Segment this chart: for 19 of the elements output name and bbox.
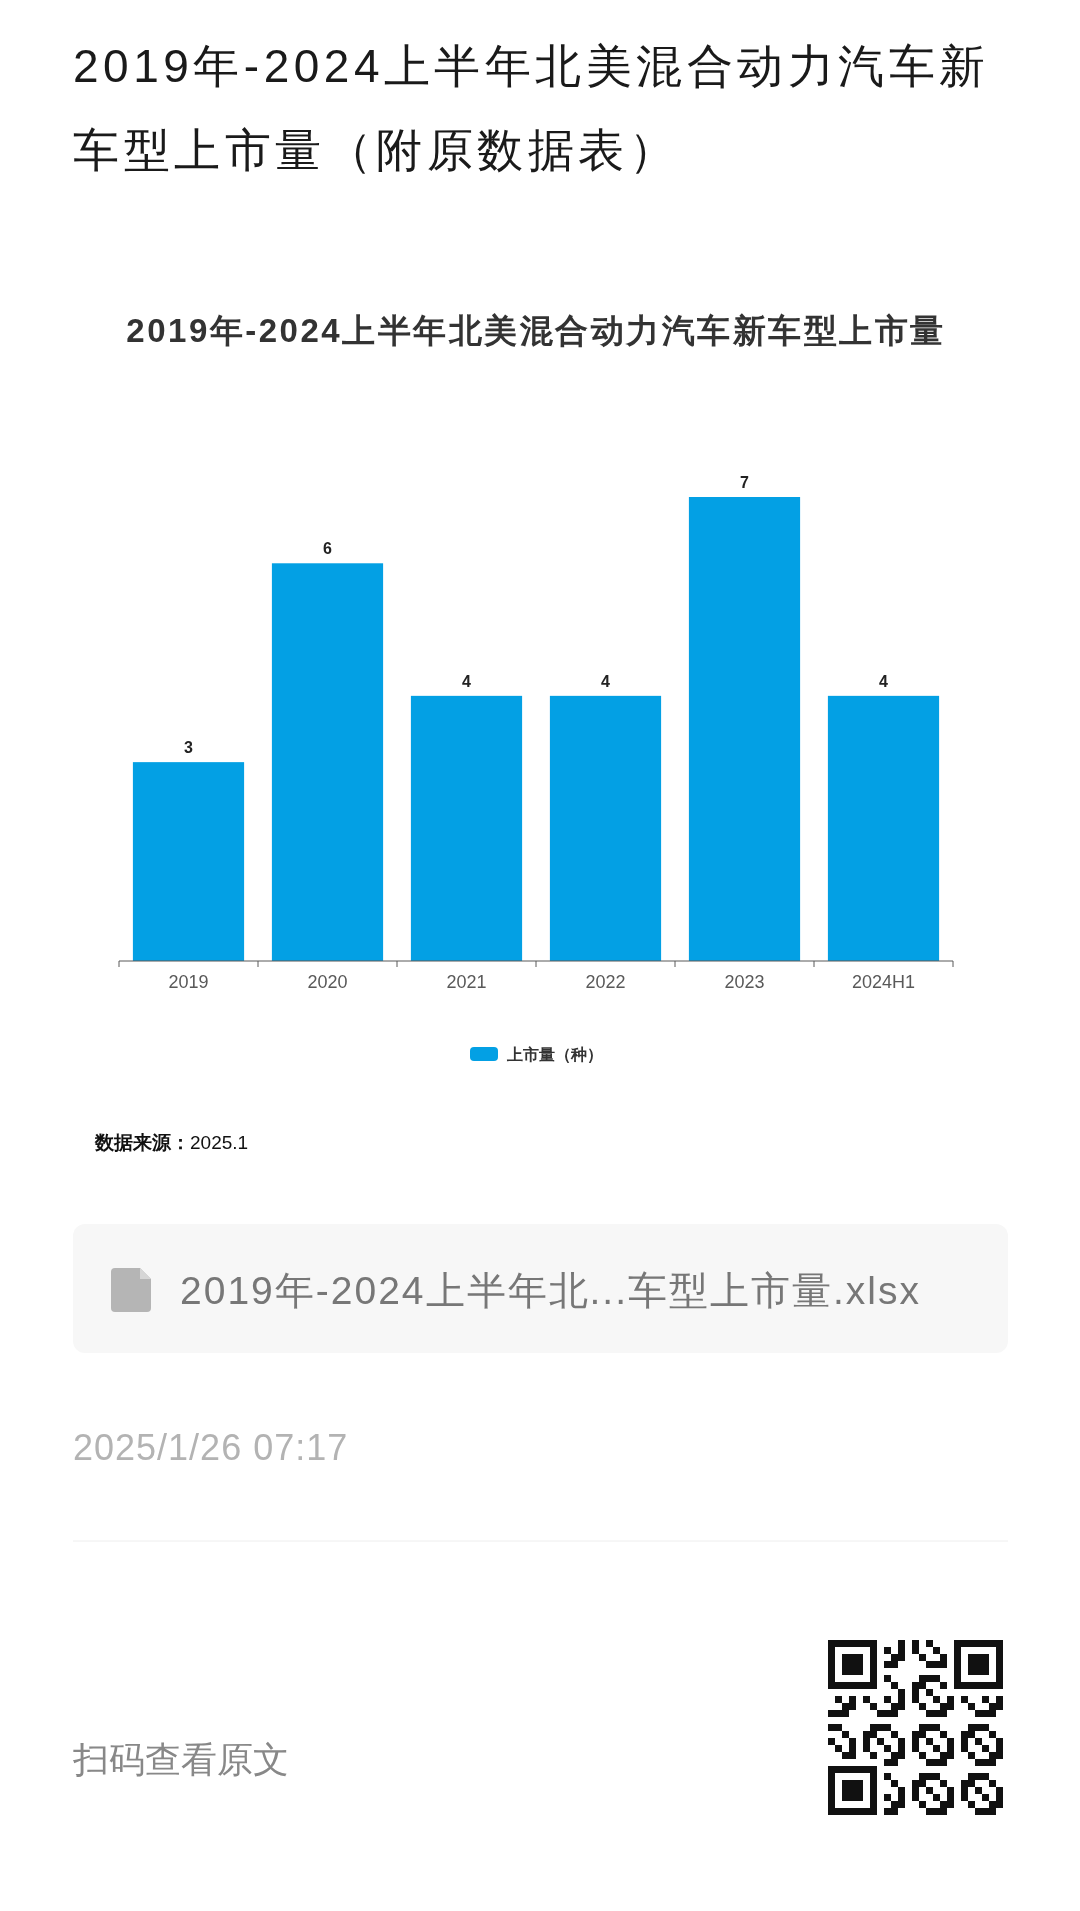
file-card: 2019年-2024上半年北...车型上市量.xlsx	[73, 1224, 1008, 1353]
data-label: 6	[323, 540, 333, 558]
x-tick-label: 2024H1	[851, 972, 916, 992]
x-tick-label: 2019	[168, 972, 209, 992]
x-tick-label: 2022	[585, 972, 626, 992]
data-label: 7	[740, 474, 750, 491]
text: 扫码查看原文	[72, 1739, 289, 1780]
data-label: 4	[601, 672, 611, 690]
x-tick-label: 2021	[446, 972, 487, 992]
x-tick-label: 2023	[724, 972, 765, 992]
text: 数据来源：2025.1	[94, 1132, 249, 1153]
data-label: 4	[462, 672, 472, 690]
chart-subtitle: 2019年-2024上半年北美混合动力汽车新车型上市量	[126, 312, 946, 349]
title: 2019年-2024上半年北美混合动力汽车新车型上市量（附原数据表）	[73, 40, 990, 176]
legend-label: 上市量（种）	[507, 1046, 603, 1063]
data-label: 4	[879, 672, 889, 690]
text: 2025/1/26 07:17	[73, 1427, 349, 1468]
data-label: 3	[184, 739, 194, 757]
x-tick-label: 2020	[307, 972, 348, 992]
